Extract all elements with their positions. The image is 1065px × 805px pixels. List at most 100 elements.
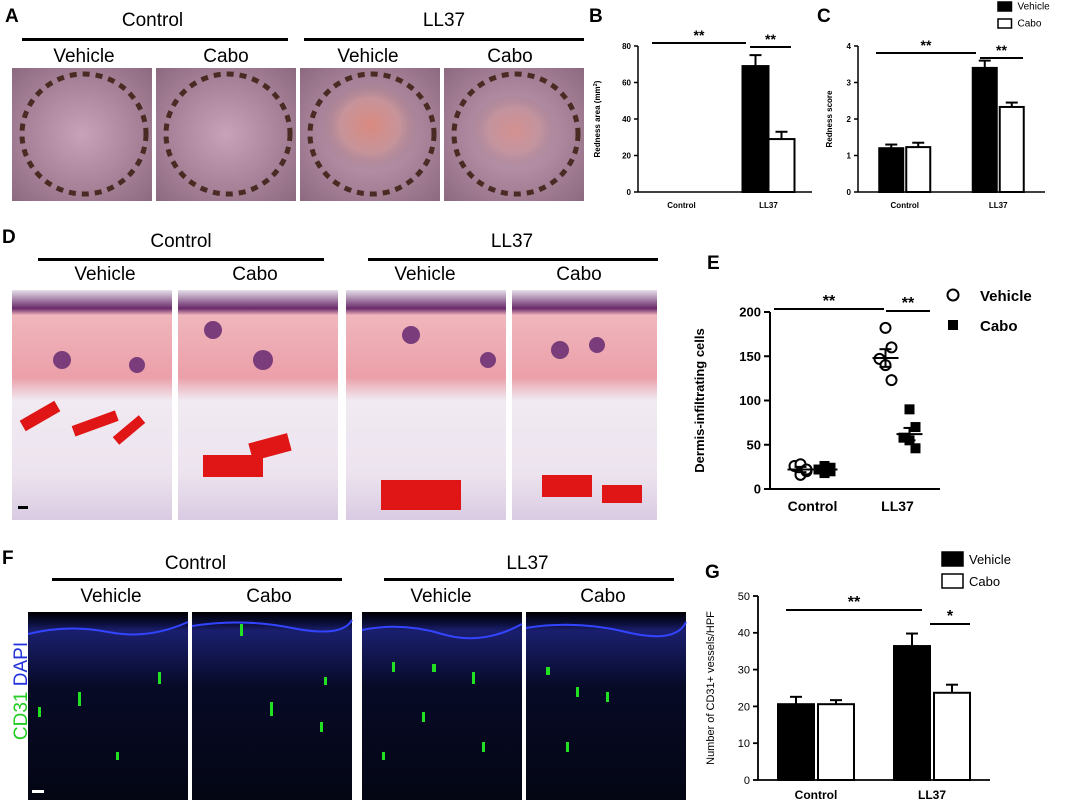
group-line-ll37 <box>304 38 584 41</box>
sub-label-cabo: Cabo <box>580 586 626 607</box>
sub-label-cabo: Cabo <box>203 46 249 67</box>
panel-label-b: B <box>589 6 603 27</box>
bar-vehicle <box>777 703 815 781</box>
x-tick-label: Control <box>667 201 695 210</box>
y-axis-label: Number of CD31+ vessels/HPF <box>705 611 717 765</box>
point-cabo <box>904 404 915 415</box>
sig-ll37-vehicle-control-label: ** <box>921 37 932 53</box>
scale-bar <box>32 790 44 793</box>
legend-label-cabo: Cabo <box>1018 19 1042 30</box>
y-tick-label: 0 <box>744 775 750 787</box>
panel-label-c: C <box>817 6 831 27</box>
y-tick-label: 50 <box>738 591 750 603</box>
y-tick-label: 150 <box>739 349 761 364</box>
sub-label-cabo: Cabo <box>556 264 602 285</box>
y-axis-label: Dermis-infiltrating cells <box>692 328 707 472</box>
cd31-image-ll37-cabo <box>525 612 687 800</box>
legend-swatch-vehicle <box>997 1 1013 12</box>
skin-photo-control-cabo <box>156 68 296 201</box>
group-line-control <box>38 258 324 261</box>
legend-label-cabo: Cabo <box>980 318 1018 335</box>
legend-label-cabo: Cabo <box>969 574 1000 589</box>
sub-label-vehicle: Vehicle <box>410 586 472 607</box>
legend-marker-vehicle <box>946 288 960 302</box>
y-tick-label: 10 <box>738 738 750 750</box>
bar-vehicle <box>893 645 931 781</box>
y-tick-label: 3 <box>847 78 852 87</box>
group-line-ll37 <box>384 578 674 581</box>
legend-label-vehicle: Vehicle <box>969 552 1011 567</box>
legend-marker-cabo <box>948 320 958 330</box>
y-axis-label: Redness area (mm2) <box>593 80 602 157</box>
point-cabo <box>910 443 921 454</box>
point-vehicle <box>885 374 898 387</box>
y-tick-label: 40 <box>622 115 631 124</box>
sig-ll37-vehicle-control-label: ** <box>848 594 861 611</box>
bar-cabo <box>767 138 796 193</box>
bar-cabo <box>905 146 932 193</box>
group-label-control: Control <box>150 231 212 252</box>
panel-label-e: E <box>707 253 720 274</box>
bar-vehicle <box>971 66 998 193</box>
x-tick-label: LL37 <box>759 201 778 210</box>
cd31-image-control-vehicle <box>28 612 189 800</box>
panel-label-f: F <box>2 548 14 569</box>
skin-photo-row <box>12 68 584 201</box>
sub-label-cabo: Cabo <box>246 586 292 607</box>
sub-label-vehicle: Vehicle <box>337 46 399 67</box>
legend-label-vehicle: Vehicle <box>1018 2 1051 13</box>
point-cabo <box>819 468 830 479</box>
y-tick-label: 0 <box>847 188 852 197</box>
sig-ll37-vehicle-control-label: ** <box>694 27 705 43</box>
panel-label-g: G <box>705 562 720 583</box>
x-tick-label: Control <box>788 498 838 514</box>
sig-ll37-cabo-vehicle-label: * <box>947 608 954 625</box>
point-vehicle <box>885 341 898 354</box>
y-tick-label: 4 <box>847 42 852 51</box>
legend-swatch-cabo <box>997 18 1013 29</box>
point-vehicle <box>879 321 892 334</box>
y-tick-label: 0 <box>627 188 632 197</box>
he-section-control-cabo <box>178 290 338 520</box>
chart-e: 0 50 100 150 200 Dermis-infiltrating cells Con… <box>692 288 1032 514</box>
skin-photo-ll37-cabo <box>444 68 584 201</box>
point-cabo <box>819 460 830 471</box>
sub-label-vehicle: Vehicle <box>394 264 456 285</box>
y-tick-label: 1 <box>847 151 852 160</box>
sub-label-vehicle: Vehicle <box>80 586 142 607</box>
chart-b: 0 20 40 60 80 Redness area (mm2) Control LL37 **… <box>593 27 812 210</box>
chart-g: 0 10 20 30 40 50 Number of CD31+ vessels/HPF Co… <box>705 551 1011 802</box>
sub-label-vehicle: Vehicle <box>74 264 136 285</box>
he-section-ll37-vehicle <box>346 290 506 520</box>
group-label-ll37: LL37 <box>422 10 466 31</box>
sub-label-vehicle: Vehicle <box>53 46 115 67</box>
x-tick-label: LL37 <box>881 498 914 514</box>
group-label-ll37: LL37 <box>506 553 549 574</box>
y-tick-label: 2 <box>847 115 852 124</box>
legend-label-vehicle: Vehicle <box>980 288 1032 305</box>
sig-ll37-cabo-vehicle-label: ** <box>996 42 1007 58</box>
y-axis-label: Redness score <box>825 90 834 147</box>
sig-ll37-cabo-vehicle-label: ** <box>902 295 915 312</box>
y-tick-label: 60 <box>622 78 631 87</box>
panel-label-d: D <box>2 227 16 248</box>
group-label-control: Control <box>164 553 227 574</box>
bar-vehicle <box>878 147 905 193</box>
sig-ll37-vehicle-control-label: ** <box>823 293 836 310</box>
bar-cabo <box>933 691 971 781</box>
legend-swatch-cabo <box>941 573 964 589</box>
group-line-control <box>22 38 288 41</box>
x-tick-label: Control <box>795 788 838 802</box>
sig-ll37-cabo-vehicle-label: ** <box>765 31 776 47</box>
y-tick-label: 40 <box>738 628 750 640</box>
sub-label-cabo: Cabo <box>232 264 278 285</box>
bar-cabo <box>817 703 855 781</box>
y-tick-label: 50 <box>747 437 761 452</box>
y-tick-label: 80 <box>622 42 631 51</box>
point-cabo <box>898 432 909 443</box>
skin-photo-ll37-vehicle <box>300 68 440 201</box>
scale-bar <box>18 506 28 509</box>
cd31-image-control-cabo <box>191 612 353 800</box>
y-tick-label: 200 <box>739 305 761 320</box>
bar-cabo <box>998 105 1025 193</box>
